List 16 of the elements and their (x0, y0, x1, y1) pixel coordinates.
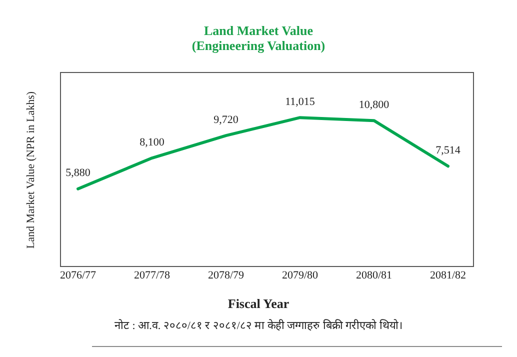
x-tick-label: 2076/77 (60, 269, 97, 282)
x-tick-label: 2080/81 (356, 269, 392, 282)
data-label: 8,100 (140, 136, 165, 148)
x-tick-label: 2077/78 (134, 269, 171, 282)
data-label: 11,015 (285, 96, 316, 108)
x-axis-title: Fiscal Year (226, 296, 290, 312)
x-tick-label: 2081/82 (430, 269, 466, 282)
data-label: 9,720 (214, 114, 239, 126)
y-axis-title: Land Market Value (NPR in Lakhs) (25, 91, 37, 249)
text: नोट : आ.व. २०८०/८१ र २०८१/८२ मा केही जग्गाहरु बिक्री गरीएको थियो। (114, 318, 404, 332)
x-tick-label: 2079/80 (282, 269, 319, 282)
data-label: 7,514 (436, 144, 461, 157)
chart-title: Land Market Value (Engineering Valuation) (190, 23, 326, 53)
data-label: 5,880 (66, 167, 91, 180)
x-tick-label: 2078/79 (208, 269, 245, 282)
data-label: 10,800 (358, 98, 390, 111)
